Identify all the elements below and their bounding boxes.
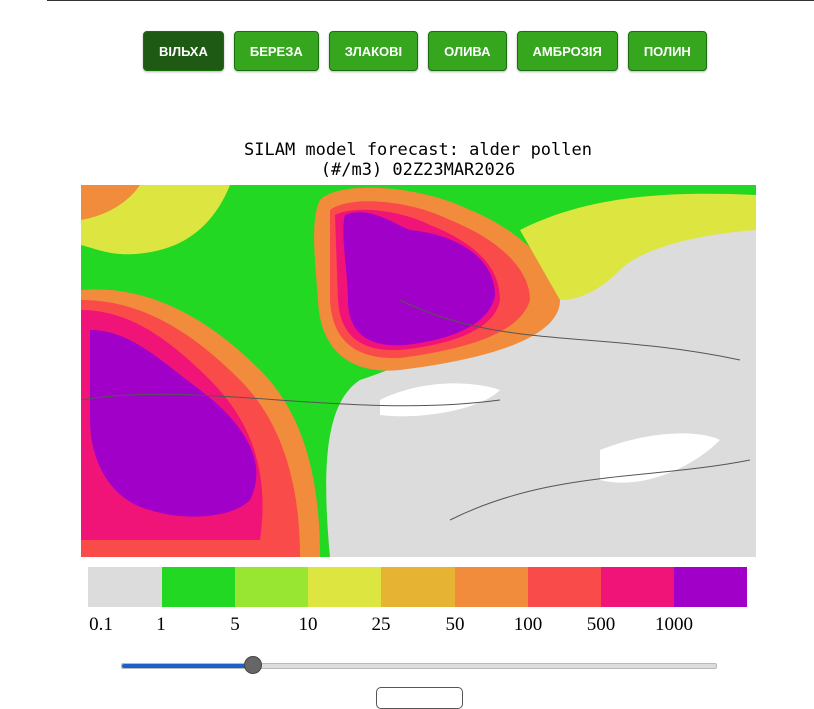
legend-label: 100	[514, 614, 543, 635]
color-legend	[88, 567, 747, 607]
legend-label: 1000	[655, 614, 693, 635]
button[interactable]	[376, 687, 463, 709]
legend-label: 10	[299, 614, 318, 635]
slider-thumb[interactable]	[244, 656, 262, 674]
tab-button[interactable]: ВІЛЬХА	[143, 31, 224, 71]
legend-label: 5	[230, 614, 240, 635]
time-slider[interactable]	[121, 656, 717, 674]
tab-bar: ВІЛЬХА БЕРЕЗА ЗЛАКОВІ ОЛИВА АМБРОЗІЯ ПОЛИН	[143, 31, 707, 71]
tab-button[interactable]: ПОЛИН	[627, 31, 707, 71]
legend-label: 1	[156, 614, 166, 635]
tab-button[interactable]: БЕРЕЗА	[233, 31, 319, 71]
forecast-map	[80, 185, 756, 557]
map-subtitle: (#/m3) 02Z23MAR2026	[321, 160, 515, 180]
map-panel: SILAM model forecast: alder pollen (#/m3…	[80, 140, 756, 635]
tab-button[interactable]: ОЛИВА	[428, 31, 507, 71]
tab-button[interactable]: АМБРОЗІЯ	[516, 31, 618, 71]
legend-label: 500	[587, 614, 616, 635]
legend-label: 0.1	[89, 614, 113, 635]
legend-labels: 0.1 1 5 10 25 50 100 500 1000	[89, 614, 693, 635]
page: ВІЛЬХА БЕРЕЗА ЗЛАКОВІ ОЛИВА АМБРОЗІЯ ПОЛИН SI…	[47, 0, 814, 709]
tab-button[interactable]: ЗЛАКОВІ	[328, 31, 419, 71]
slider-fill	[122, 664, 252, 668]
legend-label: 25	[372, 614, 391, 635]
map-title: SILAM model forecast: alder pollen	[244, 140, 592, 160]
divider	[47, 0, 814, 1]
legend-label: 50	[446, 614, 465, 635]
